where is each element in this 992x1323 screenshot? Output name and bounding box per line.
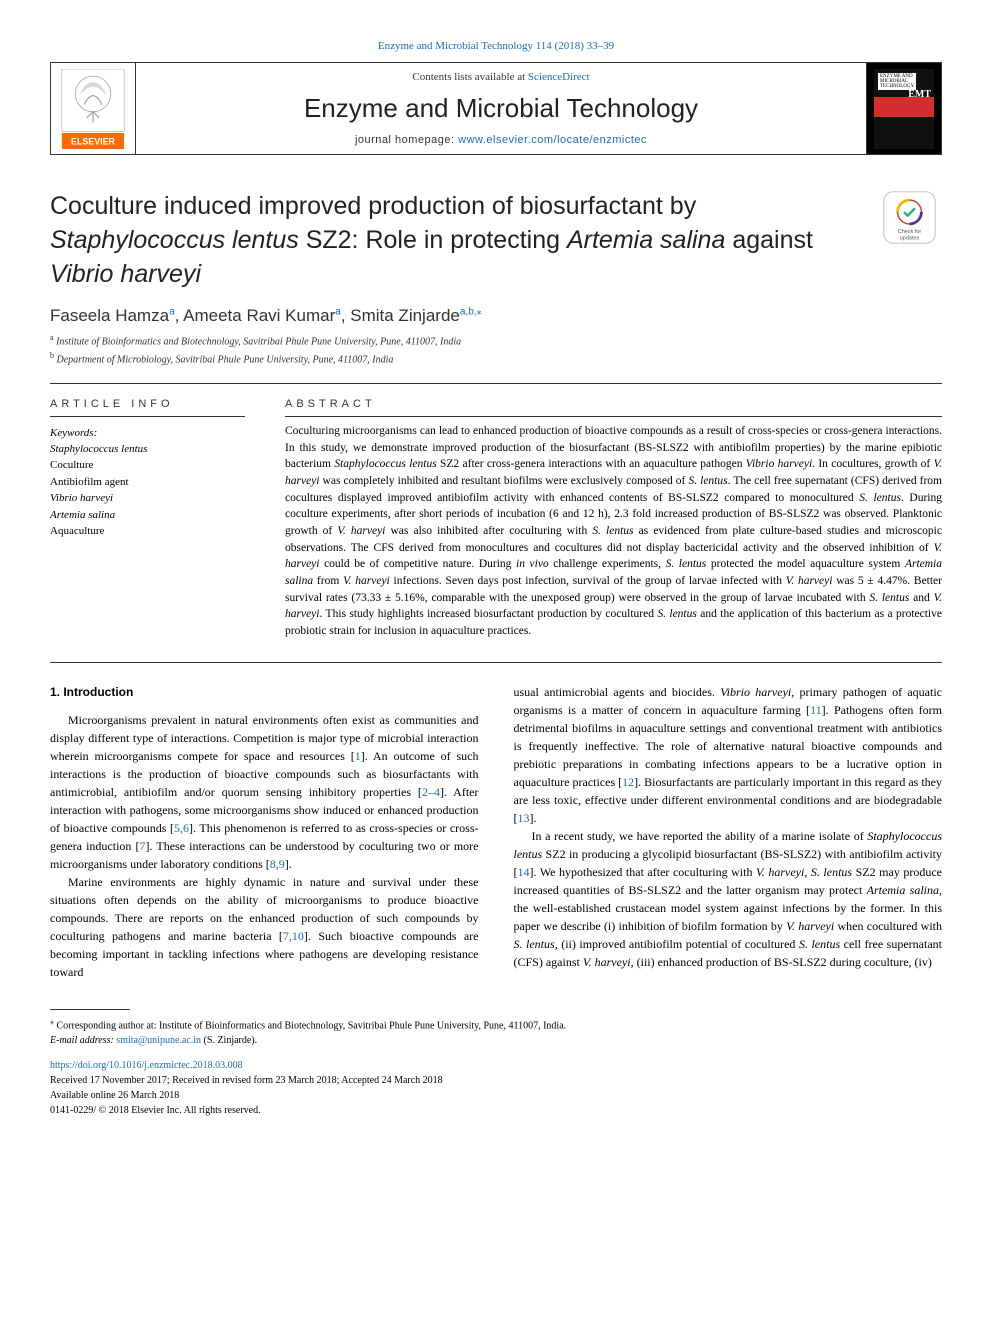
- journal-homepage-line: journal homepage: www.elsevier.com/locat…: [136, 134, 866, 146]
- header-citation: Enzyme and Microbial Technology 114 (201…: [50, 40, 942, 52]
- article-info-label: ARTICLE INFO: [50, 398, 245, 410]
- journal-header-box: ELSEVIER Contents lists available at Sci…: [50, 62, 942, 155]
- corresponding-author-note: ⁎ Corresponding author at: Institute of …: [50, 1016, 942, 1033]
- footnotes: ⁎ Corresponding author at: Institute of …: [50, 1016, 942, 1048]
- info-abstract-row: ARTICLE INFO Keywords: Staphylococcus le…: [50, 398, 942, 640]
- affiliation-b: b Department of Microbiology, Savitribai…: [50, 350, 942, 367]
- available-online: Available online 26 March 2018: [50, 1088, 942, 1103]
- affiliation-a: a Institute of Bioinformatics and Biotec…: [50, 332, 942, 349]
- body-paragraph: usual antimicrobial agents and biocides.…: [514, 683, 943, 827]
- email-link[interactable]: smita@unipune.ac.in: [116, 1035, 201, 1046]
- publisher-logo: ELSEVIER: [51, 63, 136, 154]
- article-title: Coculture induced improved production of…: [50, 190, 867, 291]
- elsevier-tree-icon: ELSEVIER: [58, 69, 128, 149]
- footnote-separator: [50, 1009, 130, 1010]
- email-line: E-mail address: smita@unipune.ac.in (S. …: [50, 1033, 942, 1048]
- doi-section: https://doi.org/10.1016/j.enzmictec.2018…: [50, 1058, 942, 1118]
- authors-line: Faseela Hamzaa, Ameeta Ravi Kumara, Smit…: [50, 306, 942, 326]
- title-row: Coculture induced improved production of…: [50, 190, 942, 291]
- svg-text:Check for: Check for: [898, 229, 922, 235]
- divider: [285, 416, 942, 417]
- sciencedirect-link[interactable]: ScienceDirect: [528, 71, 590, 83]
- body-columns: 1. Introduction Microorganisms prevalent…: [50, 683, 942, 981]
- abstract-label: ABSTRACT: [285, 398, 942, 410]
- introduction-heading: 1. Introduction: [50, 683, 479, 701]
- journal-cover: ENZYME AND MICROBIAL TECHNOLOGY EMT: [866, 63, 941, 154]
- body-paragraph: Marine environments are highly dynamic i…: [50, 873, 479, 981]
- body-col-right: usual antimicrobial agents and biocides.…: [514, 683, 943, 981]
- abstract-text: Coculturing microorganisms can lead to e…: [285, 423, 942, 640]
- cover-label: ENZYME AND MICROBIAL TECHNOLOGY: [878, 73, 916, 90]
- cover-emt: EMT: [908, 89, 931, 100]
- contents-prefix: Contents lists available at: [412, 71, 527, 83]
- journal-homepage-link[interactable]: www.elsevier.com/locate/enzmictec: [458, 134, 647, 146]
- homepage-prefix: journal homepage:: [355, 134, 458, 146]
- divider: [50, 416, 245, 417]
- journal-cover-image: ENZYME AND MICROBIAL TECHNOLOGY EMT: [874, 69, 934, 149]
- svg-text:updates: updates: [900, 236, 920, 242]
- copyright-line: 0141-0229/ © 2018 Elsevier Inc. All righ…: [50, 1103, 942, 1118]
- svg-text:ELSEVIER: ELSEVIER: [71, 136, 115, 146]
- body-paragraph: Microorganisms prevalent in natural envi…: [50, 711, 479, 873]
- doi-link[interactable]: https://doi.org/10.1016/j.enzmictec.2018…: [50, 1060, 243, 1071]
- check-updates-badge[interactable]: Check for updates: [882, 190, 942, 250]
- journal-title: Enzyme and Microbial Technology: [136, 93, 866, 124]
- article-info-column: ARTICLE INFO Keywords: Staphylococcus le…: [50, 398, 245, 640]
- divider: [50, 383, 942, 384]
- divider: [50, 662, 942, 663]
- received-dates: Received 17 November 2017; Received in r…: [50, 1073, 942, 1088]
- body-paragraph: In a recent study, we have reported the …: [514, 827, 943, 971]
- affiliations: a Institute of Bioinformatics and Biotec…: [50, 332, 942, 367]
- check-updates-icon: Check for updates: [882, 190, 937, 245]
- header-center: Contents lists available at ScienceDirec…: [136, 63, 866, 154]
- body-col-left: 1. Introduction Microorganisms prevalent…: [50, 683, 479, 981]
- keywords-list: Staphylococcus lentusCocultureAntibiofil…: [50, 441, 245, 540]
- abstract-column: ABSTRACT Coculturing microorganisms can …: [285, 398, 942, 640]
- contents-lists-line: Contents lists available at ScienceDirec…: [136, 71, 866, 83]
- keywords-label: Keywords:: [50, 427, 245, 439]
